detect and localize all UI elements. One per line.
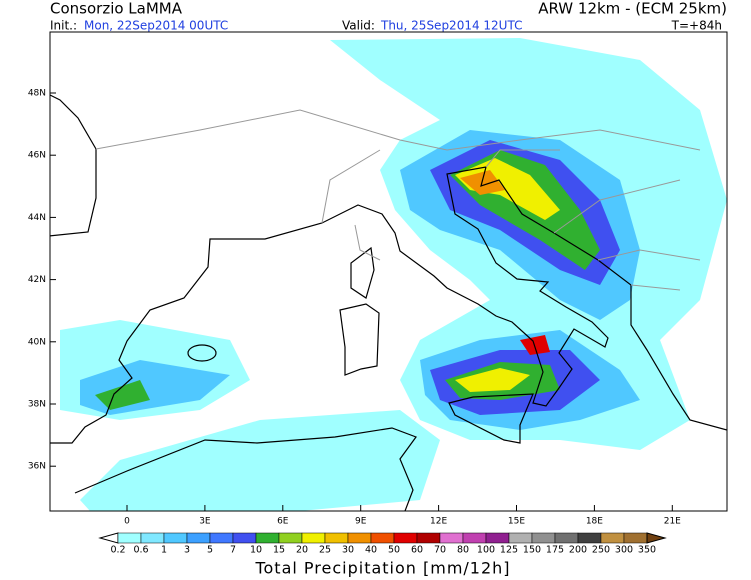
colorbar-swatch: [232, 532, 257, 544]
valid: Thu, 25Sep2014 12UTC: [380, 19, 522, 33]
lat-label: 36N: [28, 462, 46, 472]
colorbar-end: [646, 532, 667, 544]
colorbar-swatch: [209, 532, 234, 544]
colorbar-swatch: [416, 532, 441, 544]
colorbar-label: 350: [638, 545, 656, 556]
init: Mon, 22Sep2014 00UTC: [84, 19, 228, 33]
colorbar-label: 125: [500, 545, 518, 556]
colorbar-swatch: [623, 532, 648, 544]
lon-label: 6E: [277, 517, 289, 527]
precip-field: [60, 38, 727, 511]
colorbar-swatch: [117, 532, 142, 544]
colorbar-label: 5: [207, 545, 213, 556]
lat-label: 38N: [28, 400, 46, 410]
colorbar-label: 20: [296, 545, 308, 556]
colorbar-label: 200: [569, 545, 587, 556]
model: ARW 12km - (ECM 25km): [538, 0, 727, 18]
colorbar-label: 3: [184, 545, 190, 556]
colorbar-swatch: [393, 532, 418, 544]
colorbar-swatch: [600, 532, 625, 544]
lon-label: 0: [124, 517, 130, 527]
colorbar-swatch: [531, 532, 556, 544]
lon-label: 21E: [664, 517, 681, 527]
lead: T=+84h: [671, 19, 722, 33]
colorbar-label: 0.6: [133, 545, 148, 556]
colorbar-swatch: [370, 532, 395, 544]
colorbar-label: 60: [411, 545, 423, 556]
map-frame: [49, 31, 728, 512]
valid-label: Valid:: [342, 19, 375, 33]
init-label: Init.:: [50, 19, 77, 33]
map-area: [50, 32, 727, 511]
colorbar-label: 100: [477, 545, 495, 556]
colorbar-label: 175: [546, 545, 564, 556]
title: Consorzio LaMMA: [50, 0, 183, 18]
colorbar-swatch: [186, 532, 211, 544]
colorbar-label: 0.2: [110, 545, 125, 556]
lat-label: 48N: [28, 89, 46, 99]
colorbar-swatch: [508, 532, 533, 544]
lat-label: 46N: [28, 151, 46, 161]
colorbar-label: 7: [230, 545, 236, 556]
coastline: [50, 166, 727, 444]
colorbar-swatch: [462, 532, 487, 544]
colorbar-label: 300: [615, 545, 633, 556]
lat-label: 42N: [28, 275, 46, 285]
colorbar-swatch: [439, 532, 464, 544]
colorbar-label: 250: [592, 545, 610, 556]
colorbar-end: [98, 532, 119, 544]
colorbar-label: 150: [523, 545, 541, 556]
colorbar-title: Total Precipitation [mm/12h]: [254, 559, 510, 578]
colorbar-label: 10: [250, 545, 262, 556]
lon-label: 18E: [586, 517, 603, 527]
colorbar-swatch: [347, 532, 372, 544]
lat-label: 44N: [28, 213, 46, 223]
colorbar-swatch: [255, 532, 280, 544]
lon-label: 15E: [508, 517, 525, 527]
colorbar-label: 25: [319, 545, 331, 556]
colorbar-swatch: [301, 532, 326, 544]
lat-label: 40N: [28, 337, 46, 347]
colorbar-label: 30: [342, 545, 354, 556]
colorbar-swatch: [577, 532, 602, 544]
colorbar-label: 15: [273, 545, 285, 556]
lon-label: 9E: [355, 517, 367, 527]
lon-label: 3E: [199, 517, 211, 527]
colorbar-swatch: [324, 532, 349, 544]
colorbar-swatch: [163, 532, 188, 544]
colorbar-swatch: [140, 532, 165, 544]
colorbar-label: 70: [434, 545, 446, 556]
colorbar-label: 50: [388, 545, 400, 556]
colorbar-swatch: [485, 532, 510, 544]
colorbar-label: 80: [457, 545, 469, 556]
colorbar-swatch: [554, 532, 579, 544]
colorbar-label: 1: [161, 545, 167, 556]
lon-label: 12E: [430, 517, 447, 527]
colorbar-swatch: [278, 532, 303, 544]
colorbar-label: 40: [365, 545, 377, 556]
